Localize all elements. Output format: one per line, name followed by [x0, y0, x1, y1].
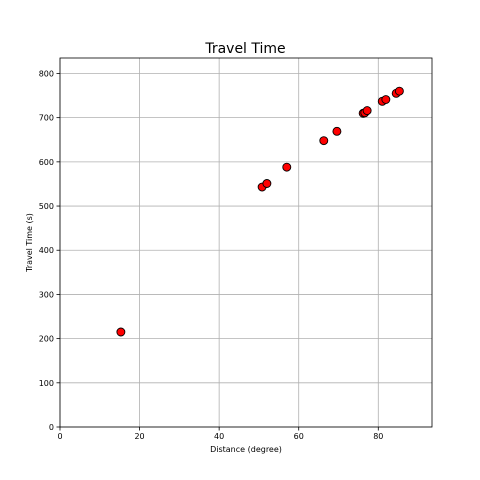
- y-tick-label: 200: [39, 335, 54, 344]
- y-tick-label: 500: [39, 202, 54, 211]
- y-tick-label: 0: [49, 423, 54, 432]
- scatter-point: [262, 179, 272, 188]
- x-tick-label: 20: [134, 432, 144, 441]
- plot-frame: [59, 57, 433, 428]
- x-tick-label: 0: [57, 432, 62, 441]
- y-tick-label: 600: [39, 158, 54, 167]
- scatter-point: [362, 106, 372, 116]
- grid-lines: [59, 58, 432, 428]
- x-axis-label: Distance (degree): [210, 445, 282, 454]
- scatter-point: [282, 162, 292, 172]
- x-tick-label: 60: [294, 432, 304, 441]
- scatter-point: [381, 95, 391, 104]
- y-tick-label: 300: [39, 290, 54, 299]
- y-axis-label: Travel Time (s): [25, 213, 34, 273]
- x-tick-label: 80: [373, 432, 383, 441]
- y-tick-label: 700: [39, 114, 54, 123]
- scatter-point: [394, 86, 404, 96]
- y-tick-label: 800: [39, 69, 54, 78]
- y-tick-label: 100: [39, 379, 54, 388]
- x-tick-label: 40: [214, 432, 224, 441]
- scatter-point: [319, 136, 329, 146]
- data-points: [116, 86, 404, 337]
- chart-title: Travel Time: [204, 41, 285, 57]
- scatter-point: [116, 327, 126, 337]
- scatter-point: [332, 126, 342, 136]
- y-tick-label: 400: [39, 246, 54, 255]
